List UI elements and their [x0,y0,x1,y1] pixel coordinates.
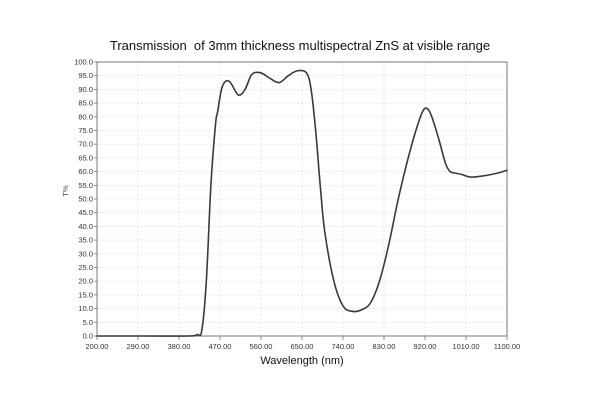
chart-title: Transmission of 3mm thickness multispect… [109,38,491,53]
x-axis-label: Wavelength (nm) [260,355,343,367]
x-tick-label: 290.00 [127,342,150,351]
x-tick-label: 470.00 [209,342,232,351]
y-tick-label: 95.0 [78,71,93,80]
y-tick-label: 65.0 [78,153,93,162]
y-tick-label: 10.0 [78,304,93,313]
y-tick-label: 15.0 [78,290,93,299]
x-tick-label: 380.00 [168,342,191,351]
x-tick-label: 200.00 [86,342,109,351]
x-tick-label: 740.00 [332,342,355,351]
y-tick-label: 45.0 [78,208,93,217]
tick-label-layer: 200.00 290.00 380.00 470.00 560.00 650.00 740.… [74,58,520,352]
y-tick-label: 60.0 [78,167,93,176]
x-tick-label: 1100.00 [494,342,521,351]
y-axis-label: T% [61,185,70,197]
y-tick-label: 50.0 [78,195,93,204]
y-tick-label: 25.0 [78,263,93,272]
transmission-curve [96,69,508,337]
y-tick-label: 30.0 [78,249,93,258]
y-tick-label: 75.0 [78,126,93,135]
y-tick-label: 80.0 [78,112,93,121]
y-tick-label: 35.0 [78,236,93,245]
y-tick-label: 85.0 [78,99,93,108]
y-tick-label: 0.0 [83,332,93,341]
y-tick-label: 90.0 [78,85,93,94]
y-tick-label: 100.0 [74,58,93,67]
y-tick-label: 70.0 [78,140,93,149]
grid-layer [96,61,508,337]
x-tick-label: 920.00 [414,342,437,351]
x-tick-label: 830.00 [373,342,396,351]
x-tick-label: 560.00 [250,342,273,351]
y-tick-label: 55.0 [78,181,93,190]
tick-layer [94,61,508,340]
y-tick-label: 40.0 [78,222,93,231]
x-tick-label: 1010.00 [452,342,479,351]
x-tick-label: 650.00 [291,342,314,351]
y-tick-label: 20.0 [78,277,93,286]
y-tick-label: 5.0 [83,318,93,327]
